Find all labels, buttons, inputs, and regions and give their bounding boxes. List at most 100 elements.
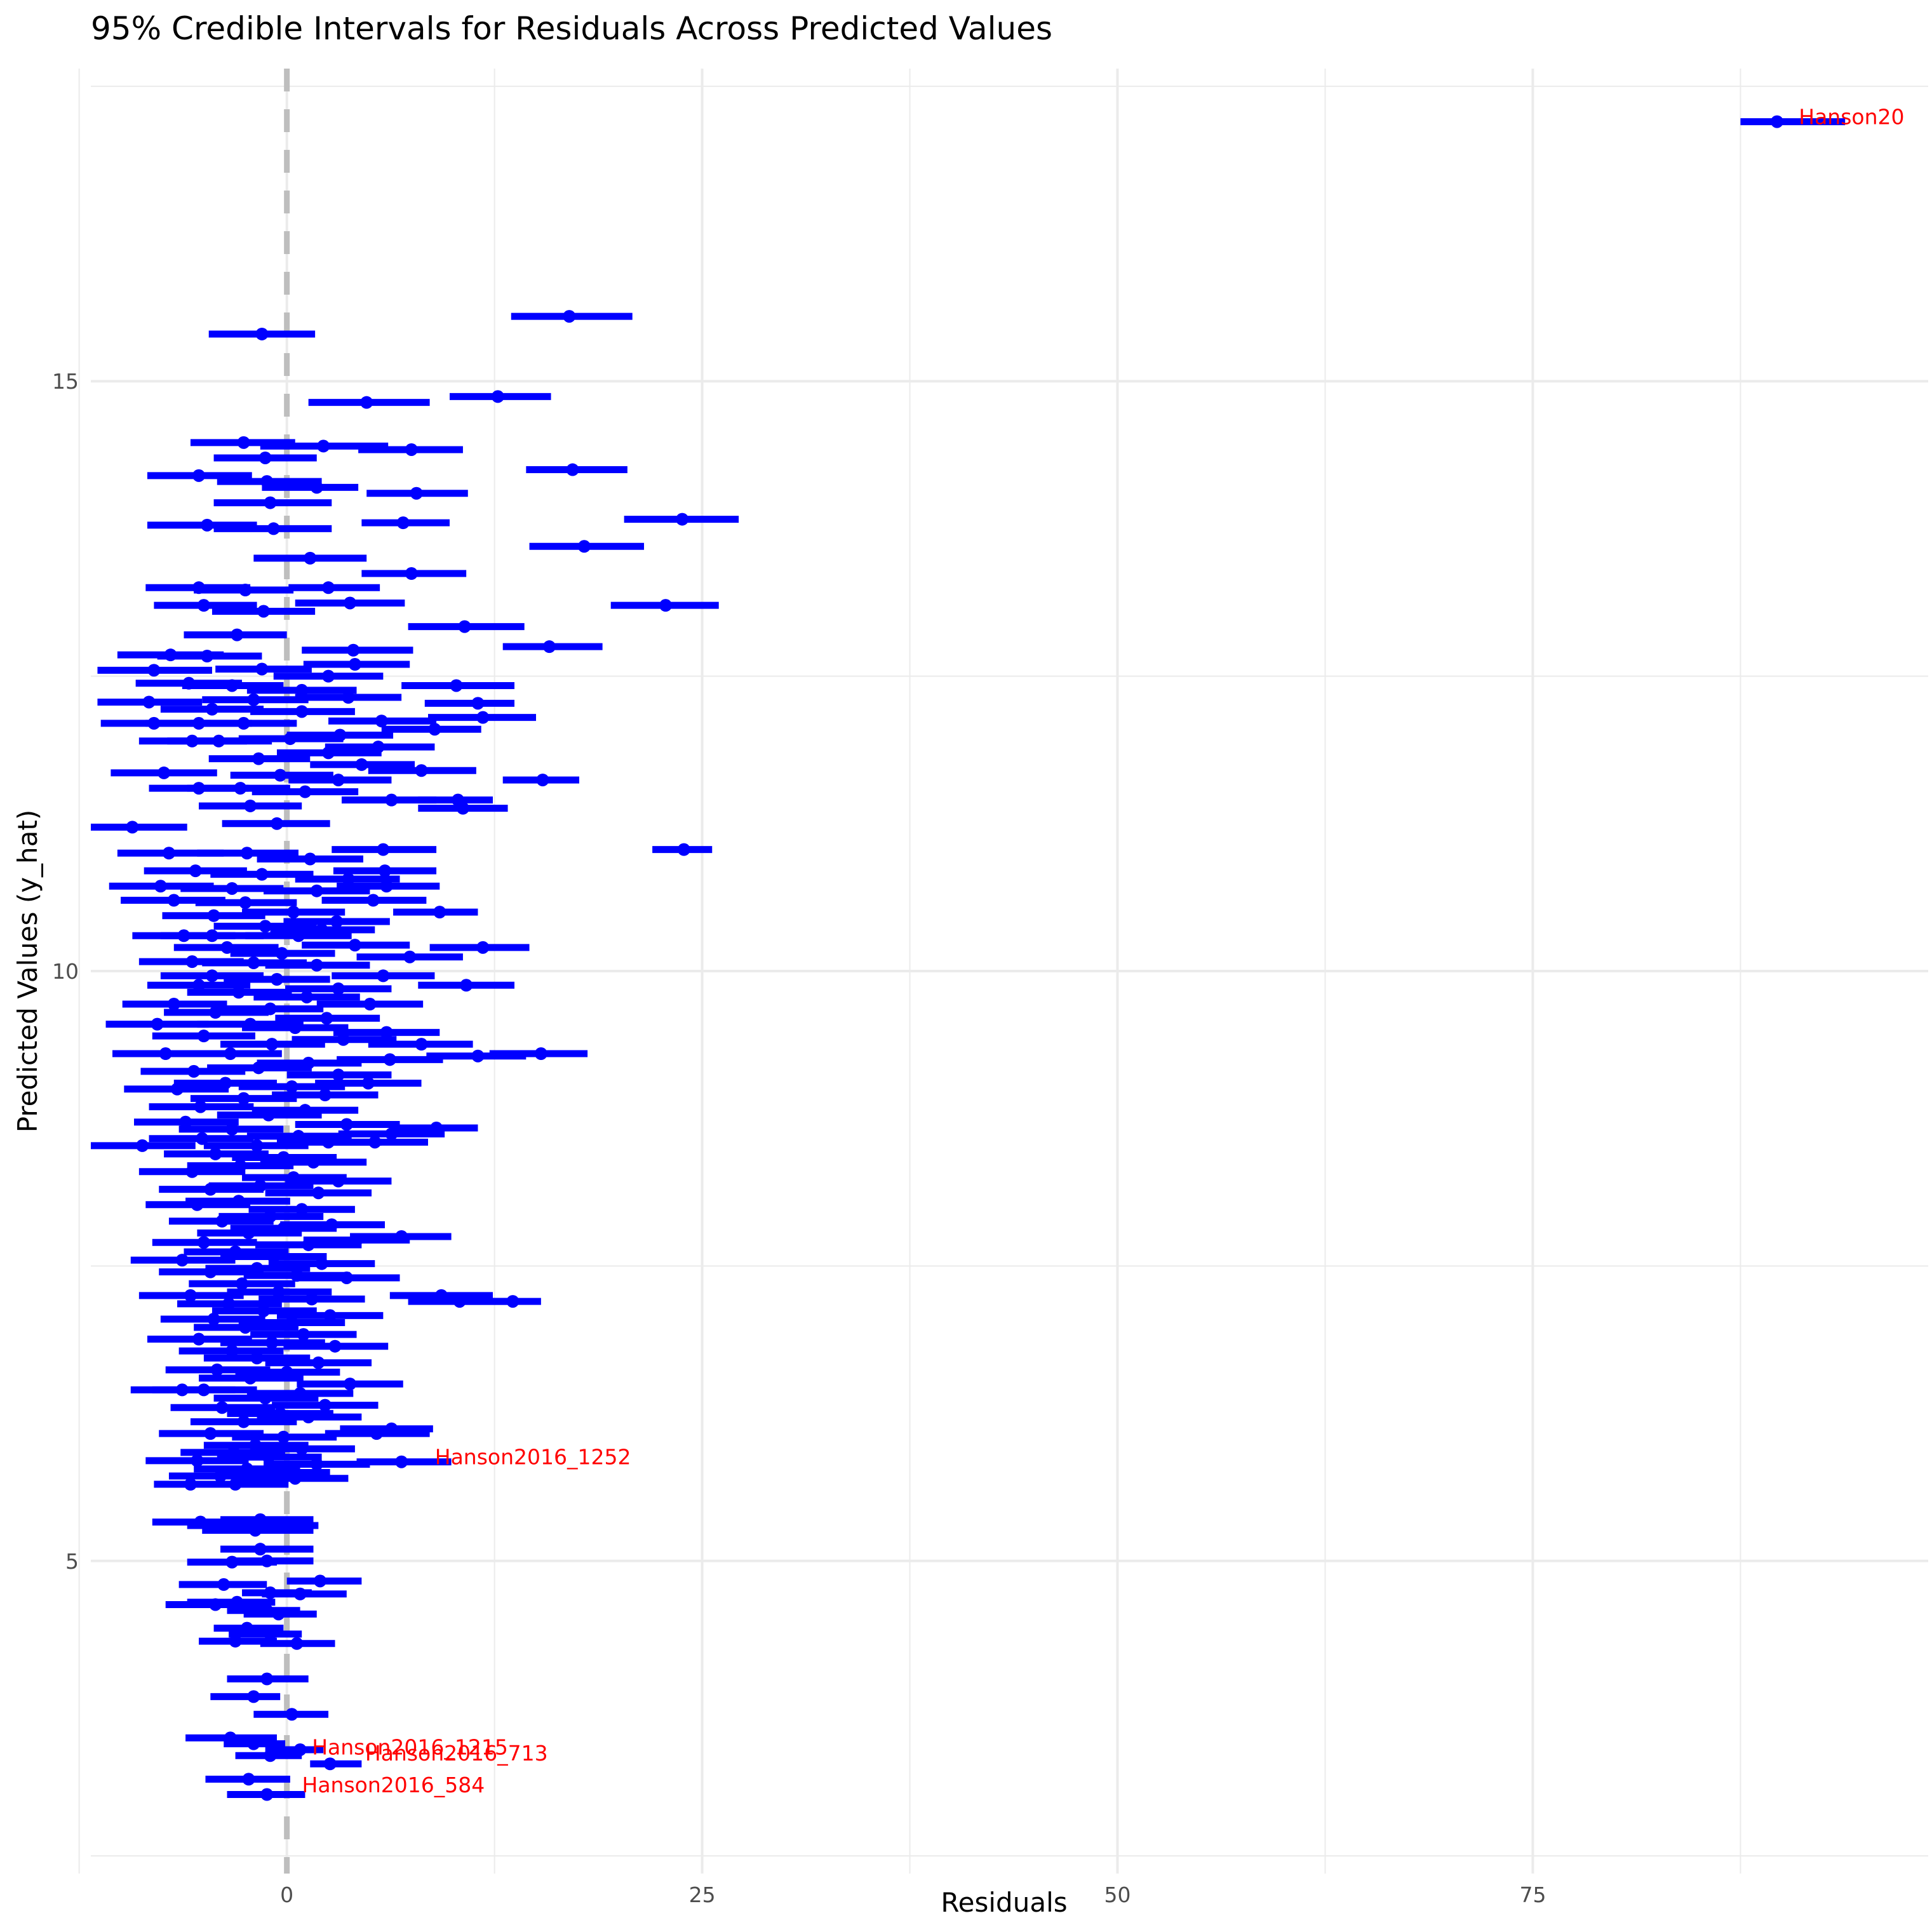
residual-point bbox=[297, 1328, 310, 1341]
residual-point bbox=[320, 1012, 333, 1025]
residual-point bbox=[154, 880, 167, 893]
residual-point bbox=[370, 1427, 383, 1440]
residual-point bbox=[290, 1269, 304, 1282]
residual-point bbox=[277, 1151, 290, 1164]
residual-point bbox=[225, 882, 239, 895]
residual-point bbox=[239, 1320, 252, 1334]
residual-point bbox=[192, 782, 206, 795]
residual-point bbox=[332, 982, 345, 995]
x-tick-label: 50 bbox=[1104, 1882, 1131, 1907]
residual-point bbox=[293, 1743, 307, 1756]
residual-point bbox=[433, 906, 446, 919]
residual-point bbox=[322, 1136, 335, 1149]
x-tick-label: 75 bbox=[1519, 1882, 1546, 1907]
residual-point bbox=[244, 1017, 257, 1031]
residual-point bbox=[322, 581, 335, 594]
residual-point bbox=[577, 540, 591, 553]
residual-point bbox=[167, 894, 180, 907]
residual-point bbox=[312, 1186, 325, 1200]
residual-point bbox=[542, 640, 556, 654]
residual-point bbox=[415, 1038, 428, 1051]
point-label: Hanson2016_1252 bbox=[435, 1445, 631, 1470]
residual-point bbox=[242, 1226, 255, 1240]
residual-point bbox=[214, 1470, 227, 1483]
residual-point bbox=[283, 732, 297, 746]
residual-point bbox=[383, 1053, 396, 1066]
residual-point bbox=[142, 695, 156, 709]
residual-point bbox=[300, 990, 314, 1003]
residual-point bbox=[197, 1030, 210, 1043]
residual-point bbox=[395, 1230, 408, 1243]
residual-point bbox=[315, 1257, 328, 1270]
residual-point bbox=[415, 764, 428, 777]
x-axis-tick-labels: 0 25 50 75 bbox=[280, 1882, 1546, 1907]
residual-point bbox=[192, 1332, 206, 1346]
residual-point bbox=[471, 1049, 485, 1063]
residual-point bbox=[340, 1118, 353, 1131]
residual-point bbox=[304, 551, 317, 565]
residual-point bbox=[340, 1271, 353, 1284]
residual-point bbox=[396, 516, 410, 530]
residual-point bbox=[344, 1378, 357, 1391]
residual-point bbox=[368, 1136, 382, 1149]
residual-points bbox=[126, 115, 1783, 1801]
residual-point bbox=[192, 979, 206, 992]
residual-point bbox=[295, 1442, 309, 1456]
residual-point bbox=[191, 1198, 204, 1211]
residual-point bbox=[179, 1115, 192, 1129]
residual-point bbox=[204, 1183, 217, 1196]
residual-point bbox=[253, 1543, 267, 1556]
residual-point bbox=[247, 956, 260, 969]
residual-point bbox=[136, 1139, 149, 1152]
residual-point bbox=[344, 596, 357, 610]
residual-point bbox=[192, 716, 206, 730]
residual-point bbox=[534, 1047, 547, 1061]
residual-point bbox=[332, 1068, 345, 1082]
residual-point bbox=[205, 929, 218, 943]
residual-point bbox=[355, 758, 368, 771]
residual-point bbox=[204, 1265, 217, 1278]
residual-point bbox=[267, 1250, 280, 1263]
residual-point bbox=[258, 1392, 272, 1405]
residual-point bbox=[375, 714, 388, 728]
residual-point bbox=[380, 880, 393, 893]
residual-point bbox=[277, 1430, 290, 1444]
residual-point bbox=[290, 1637, 304, 1650]
residual-point bbox=[197, 1236, 210, 1249]
residual-point bbox=[676, 513, 689, 526]
residual-point bbox=[225, 679, 239, 692]
residual-point bbox=[277, 1221, 290, 1235]
residual-point bbox=[264, 496, 277, 509]
residual-point bbox=[237, 436, 250, 449]
residual-point bbox=[205, 702, 218, 716]
residual-point bbox=[312, 1356, 325, 1369]
residual-point bbox=[337, 1033, 350, 1046]
residual-point bbox=[253, 1513, 267, 1526]
residual-point bbox=[207, 1312, 220, 1325]
residual-point bbox=[248, 1439, 262, 1452]
residual-point bbox=[225, 1345, 239, 1358]
residual-point bbox=[456, 802, 469, 815]
residual-point bbox=[405, 567, 418, 580]
residual-point bbox=[347, 643, 360, 657]
residual-point bbox=[215, 1214, 229, 1228]
residual-point bbox=[258, 920, 272, 933]
residual-point bbox=[147, 716, 161, 730]
residual-point bbox=[302, 1411, 315, 1424]
residual-point bbox=[460, 979, 473, 992]
residual-point bbox=[330, 915, 344, 928]
residual-point bbox=[270, 1466, 283, 1479]
residual-point bbox=[305, 1292, 318, 1306]
residual-point bbox=[239, 896, 252, 909]
residual-point bbox=[232, 1195, 245, 1208]
residual-point bbox=[285, 1708, 299, 1721]
residual-point bbox=[192, 581, 206, 594]
residual-point bbox=[272, 1519, 285, 1533]
residual-point bbox=[325, 1218, 339, 1231]
residual-point bbox=[315, 923, 328, 936]
residual-point bbox=[267, 522, 280, 535]
y-tick-label: 5 bbox=[65, 1549, 79, 1574]
residual-point bbox=[182, 676, 196, 690]
residual-point bbox=[184, 1289, 197, 1302]
